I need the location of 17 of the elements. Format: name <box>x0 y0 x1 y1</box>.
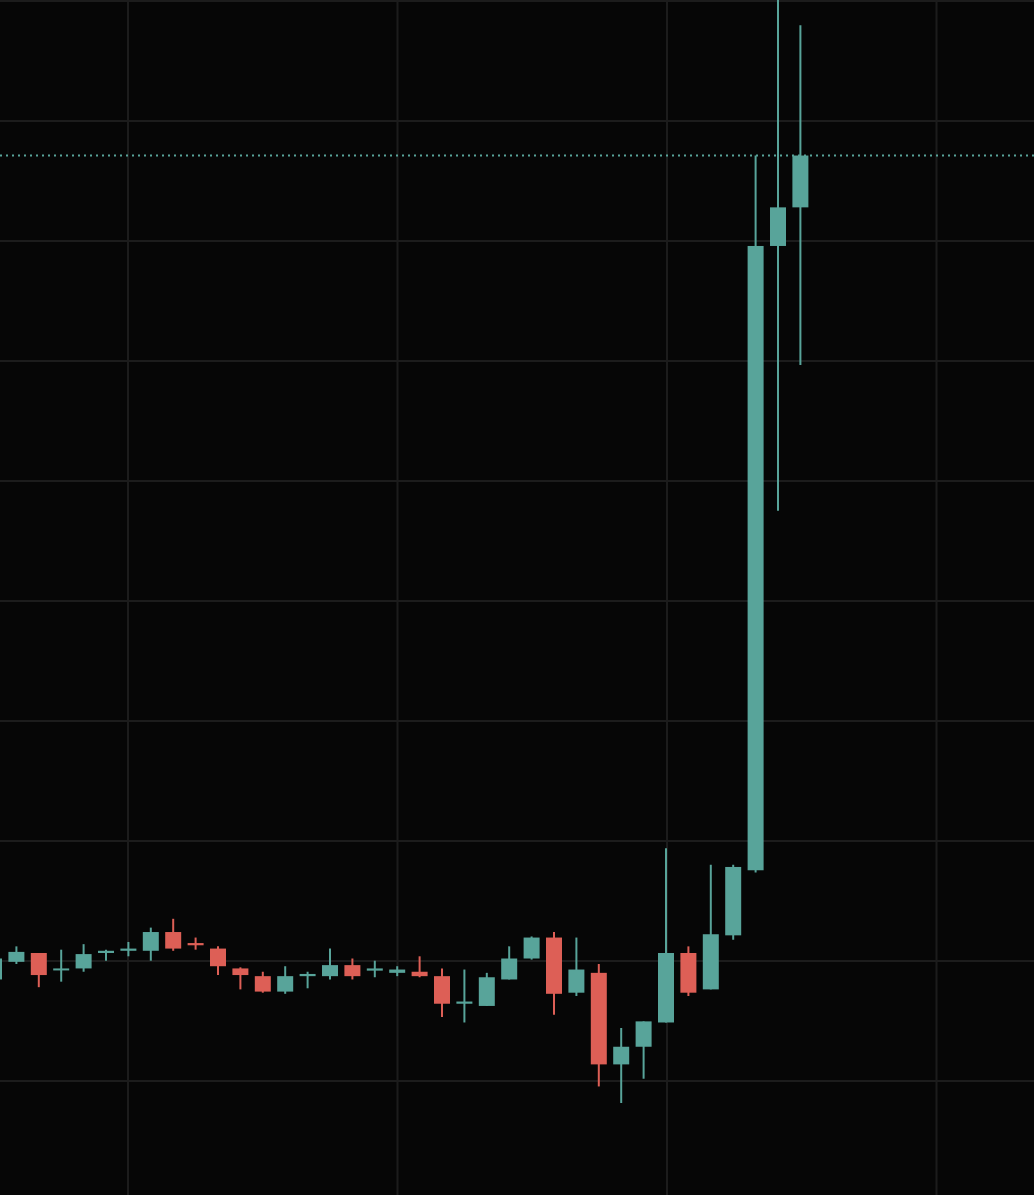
candlestick <box>523 935 540 961</box>
candlestick <box>277 965 294 995</box>
candlestick <box>30 951 47 989</box>
candlestick <box>210 945 226 977</box>
candlestick <box>456 968 473 1024</box>
candlestick <box>613 1027 630 1104</box>
candlestick <box>165 917 182 952</box>
candlestick <box>501 945 518 981</box>
candlestick <box>344 957 361 981</box>
candlestick <box>142 926 159 962</box>
candlestick <box>411 955 428 979</box>
candlestick <box>322 947 338 981</box>
candlestick <box>568 936 585 998</box>
candlestick <box>232 966 249 991</box>
candlestick <box>254 970 271 994</box>
candlestick <box>75 943 92 973</box>
candlestick <box>53 948 70 983</box>
